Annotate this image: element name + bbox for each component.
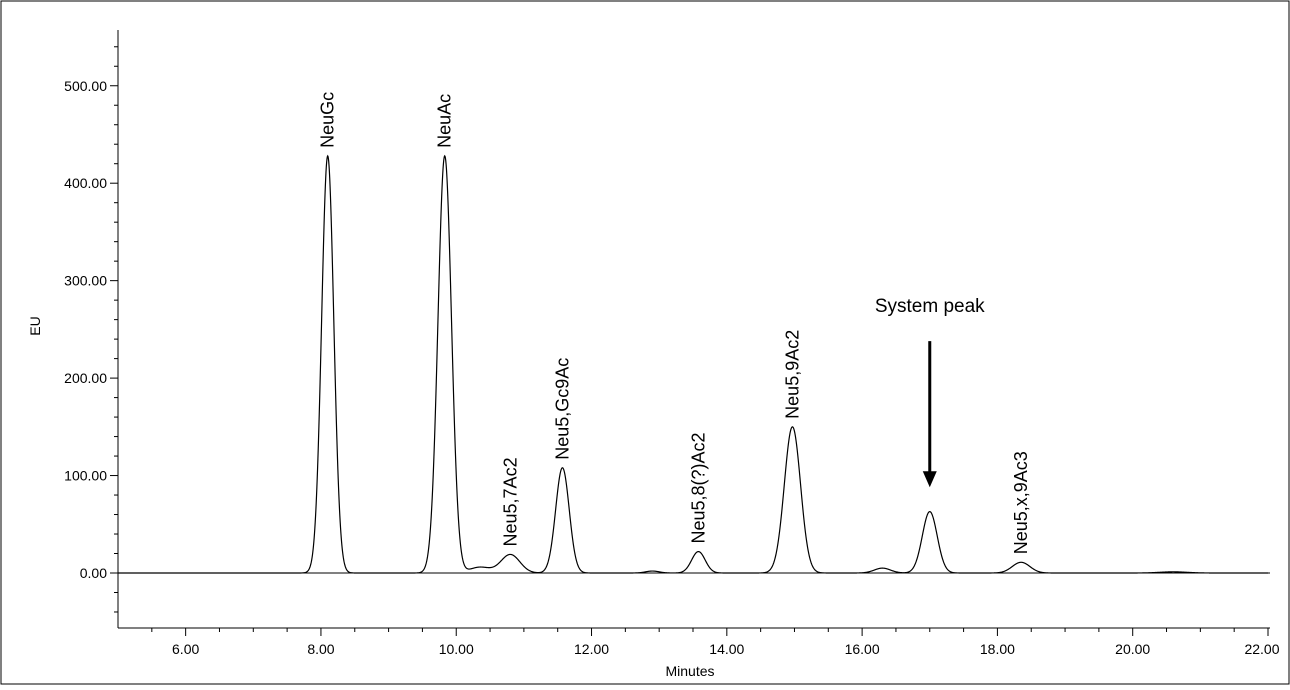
chromatogram-trace — [118, 154, 1268, 574]
x-tick-label: 14.00 — [709, 641, 744, 657]
peak-labels: NeuGc NeuAc Neu5,7Ac2 Neu5,Gc9Ac Neu5,8(?)Ac… — [318, 92, 1031, 554]
annotation-label: System peak — [875, 296, 985, 317]
x-tick-label: 12.00 — [574, 641, 609, 657]
x-tick-label: 10.00 — [439, 641, 474, 657]
x-tick-label: 18.00 — [980, 641, 1015, 657]
peak-label: Neu5,x,9Ac3 — [1011, 451, 1031, 554]
peak-label: Neu5,7Ac2 — [500, 457, 520, 546]
y-axis-title: EU — [27, 316, 43, 335]
y-tick-label: 300.00 — [64, 273, 107, 289]
x-tick-label: 20.00 — [1115, 641, 1150, 657]
x-tick-label: 6.00 — [172, 641, 199, 657]
annotations: System peak — [875, 296, 985, 488]
y-tick-label: 100.00 — [64, 468, 107, 484]
y-tick-label: 500.00 — [64, 78, 107, 94]
x-tick-label: 16.00 — [845, 641, 880, 657]
y-tick-label: 400.00 — [64, 175, 107, 191]
peak-label: NeuGc — [318, 92, 338, 148]
peak-label: Neu5,Gc9Ac — [552, 358, 572, 460]
y-tick-label: 0.00 — [80, 565, 107, 581]
y-tick-label: 200.00 — [64, 370, 107, 386]
x-tick-label: 22.00 — [1244, 641, 1279, 657]
peak-label: Neu5,8(?)Ac2 — [688, 432, 708, 543]
peak-label: NeuAc — [435, 94, 455, 148]
peak-label: Neu5,9Ac2 — [782, 330, 802, 419]
annotation-arrow-head — [922, 471, 937, 488]
x-axis-ticks: 6.00 8.00 10.00 12.00 14.00 16.00 18.00 20.00 22… — [151, 628, 1280, 657]
x-axis-title: Minutes — [665, 663, 714, 679]
x-tick-label: 8.00 — [307, 641, 334, 657]
y-axis-ticks: 0.00 100.00 200.00 300.00 400.00 500.00 — [64, 46, 118, 613]
